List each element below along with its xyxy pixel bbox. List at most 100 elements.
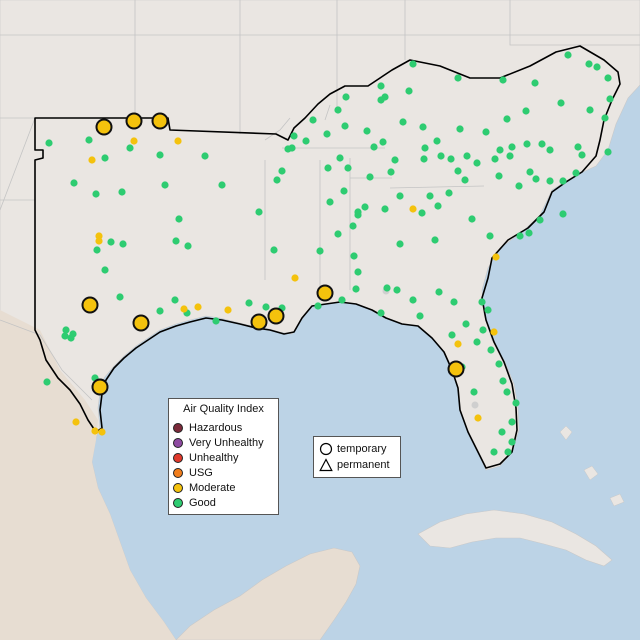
station-marker-good[interactable] (354, 268, 362, 276)
station-marker-good[interactable] (454, 74, 462, 82)
station-marker-good[interactable] (495, 172, 503, 180)
station-marker-moderate[interactable] (95, 232, 103, 240)
station-marker-good[interactable] (340, 187, 348, 195)
station-marker-good[interactable] (498, 428, 506, 436)
station-marker-good[interactable] (482, 128, 490, 136)
station-marker-good[interactable] (387, 168, 395, 176)
station-marker-good[interactable] (421, 144, 429, 152)
station-marker-good[interactable] (473, 159, 481, 167)
station-marker-good[interactable] (70, 179, 78, 187)
station-marker-good[interactable] (336, 154, 344, 162)
station-marker-good[interactable] (126, 144, 134, 152)
station-marker-good[interactable] (161, 181, 169, 189)
station-marker-good[interactable] (593, 63, 601, 71)
station-marker-good[interactable] (456, 125, 464, 133)
station-marker-good[interactable] (383, 284, 391, 292)
station-marker-moderate[interactable] (130, 137, 138, 145)
station-marker-good[interactable] (419, 123, 427, 131)
station-marker-good[interactable] (326, 198, 334, 206)
station-marker-moderate[interactable] (95, 237, 103, 245)
station-marker-good[interactable] (314, 302, 322, 310)
station-marker-moderate[interactable] (174, 137, 182, 145)
station-marker-good[interactable] (85, 136, 93, 144)
station-marker-good[interactable] (290, 132, 298, 140)
station-marker-good[interactable] (435, 288, 443, 296)
station-marker-good[interactable] (426, 192, 434, 200)
station-marker-good[interactable] (445, 189, 453, 197)
station-marker-moderate-temporary[interactable] (151, 112, 169, 130)
station-marker-good[interactable] (499, 76, 507, 84)
station-marker-good[interactable] (156, 151, 164, 159)
station-marker-good[interactable] (526, 168, 534, 176)
station-marker-good[interactable] (486, 232, 494, 240)
station-marker-good[interactable] (107, 238, 115, 246)
station-marker-good[interactable] (245, 299, 253, 307)
station-marker-good[interactable] (377, 82, 385, 90)
station-marker-good[interactable] (101, 266, 109, 274)
station-marker-good[interactable] (416, 312, 424, 320)
station-marker-moderate[interactable] (194, 303, 202, 311)
station-marker-good[interactable] (434, 202, 442, 210)
station-marker-good[interactable] (363, 127, 371, 135)
station-marker-good[interactable] (496, 146, 504, 154)
station-marker-good[interactable] (270, 246, 278, 254)
station-marker-good[interactable] (377, 309, 385, 317)
station-marker-good[interactable] (448, 331, 456, 339)
station-marker-good[interactable] (557, 99, 565, 107)
station-marker-good[interactable] (396, 192, 404, 200)
station-marker-good[interactable] (409, 296, 417, 304)
station-marker-good[interactable] (572, 169, 580, 177)
station-marker-good[interactable] (490, 448, 498, 456)
station-marker-good[interactable] (93, 246, 101, 254)
station-marker-good[interactable] (495, 360, 503, 368)
station-marker-moderate-temporary[interactable] (95, 118, 113, 136)
station-marker-good[interactable] (391, 156, 399, 164)
station-marker-good[interactable] (604, 74, 612, 82)
station-marker-good[interactable] (212, 317, 220, 325)
station-marker-good[interactable] (338, 296, 346, 304)
station-marker-good[interactable] (352, 285, 360, 293)
station-marker-good[interactable] (515, 182, 523, 190)
station-marker-good[interactable] (499, 377, 507, 385)
station-marker-good[interactable] (604, 148, 612, 156)
station-marker-good[interactable] (344, 164, 352, 172)
station-marker-good[interactable] (116, 293, 124, 301)
station-marker-good[interactable] (525, 229, 533, 237)
station-marker-good[interactable] (379, 138, 387, 146)
station-marker-good[interactable] (62, 326, 70, 334)
station-marker-good[interactable] (478, 298, 486, 306)
station-marker-good[interactable] (487, 346, 495, 354)
station-marker-good[interactable] (503, 388, 511, 396)
station-marker-good[interactable] (462, 320, 470, 328)
station-marker-moderate-temporary[interactable] (447, 360, 465, 378)
station-marker-moderate[interactable] (72, 418, 80, 426)
station-marker-good[interactable] (350, 252, 358, 260)
station-marker-good[interactable] (278, 167, 286, 175)
station-marker-good[interactable] (420, 155, 428, 163)
station-marker-good[interactable] (377, 96, 385, 104)
station-marker-moderate[interactable] (224, 306, 232, 314)
station-marker-good[interactable] (92, 190, 100, 198)
station-marker-good[interactable] (546, 146, 554, 154)
station-marker-good[interactable] (175, 215, 183, 223)
station-marker-good[interactable] (454, 167, 462, 175)
station-marker-good[interactable] (405, 87, 413, 95)
station-marker-moderate[interactable] (291, 274, 299, 282)
station-marker-good[interactable] (473, 338, 481, 346)
station-marker-good[interactable] (218, 181, 226, 189)
station-marker-good[interactable] (578, 151, 586, 159)
station-marker-good[interactable] (324, 164, 332, 172)
station-marker-good[interactable] (450, 298, 458, 306)
station-marker-good[interactable] (172, 237, 180, 245)
station-marker-good[interactable] (119, 240, 127, 248)
station-marker-good[interactable] (101, 154, 109, 162)
station-marker-moderate[interactable] (91, 427, 99, 435)
station-marker-good[interactable] (479, 326, 487, 334)
station-marker-good[interactable] (508, 418, 516, 426)
station-marker-good[interactable] (461, 176, 469, 184)
station-marker-good[interactable] (559, 177, 567, 185)
station-marker-moderate[interactable] (409, 205, 417, 213)
station-marker-good[interactable] (447, 155, 455, 163)
station-marker-good[interactable] (463, 152, 471, 160)
